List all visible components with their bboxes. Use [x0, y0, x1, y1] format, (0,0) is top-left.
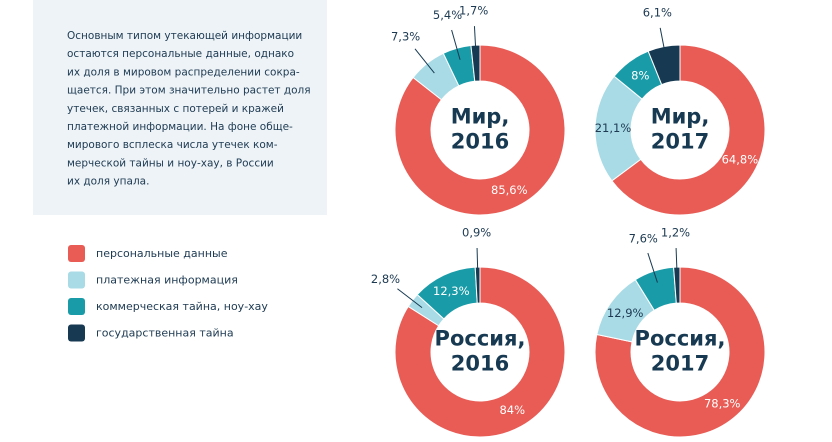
value-label: 85,6%: [491, 183, 528, 197]
value-label: 78,3%: [704, 397, 741, 411]
description-line: мерческой тайны и ноу-хау, в России: [67, 157, 274, 169]
value-label: 84%: [499, 403, 525, 417]
donut-segment: [594, 266, 766, 438]
value-label: 5,4%: [433, 8, 462, 22]
text-panel: [33, 0, 327, 215]
value-label: 1,7%: [459, 4, 488, 18]
donut-segment: [470, 44, 481, 82]
chart-title: Россия, 2017: [635, 327, 726, 376]
donut-segment: [673, 266, 681, 304]
leader-line: [414, 48, 435, 74]
chart-title: Мир, 2017: [651, 105, 710, 154]
legend-label: государственная тайна: [96, 327, 234, 340]
value-label: 8%: [631, 69, 649, 83]
value-label: 21,1%: [595, 121, 632, 135]
leader-line: [473, 26, 477, 58]
description-line: их доля в мировом распределении сокра-: [67, 66, 300, 78]
value-label: 7,6%: [629, 231, 658, 245]
leader-line: [647, 252, 658, 283]
leader-line: [451, 29, 461, 60]
description-line: платежной информации. На фоне обще-: [67, 121, 293, 133]
value-label: 2,8%: [371, 272, 400, 286]
value-label: 12,3%: [433, 284, 470, 298]
description-line: щается. При этом значительно растет доля: [67, 85, 311, 97]
description-line: Основным типом утекающей информации: [67, 30, 302, 42]
legend-swatch: [68, 245, 85, 262]
donut-segment: [394, 44, 566, 216]
legend-swatch: [68, 324, 85, 342]
value-label: 64,8%: [722, 153, 759, 167]
leader-line: [659, 27, 667, 59]
value-label: 12,9%: [607, 306, 644, 320]
legend-label: коммерческая тайна, ноу-хау: [96, 300, 268, 313]
leader-line: [397, 288, 423, 309]
value-label: 6,1%: [643, 6, 672, 20]
leader-line: [675, 248, 678, 280]
leader-line: [476, 248, 479, 280]
description-line: утечек, связанных с потерей и кражей: [67, 103, 284, 115]
description-line: остаются персональные данные, однако: [67, 48, 294, 60]
legend-label: персональные данные: [96, 247, 228, 260]
donut-segment: [647, 44, 681, 86]
value-label: 7,3%: [391, 30, 420, 44]
donut-segment: [611, 44, 766, 216]
description-line: мирового всплеска числа утечек ком-: [67, 139, 278, 151]
chart-title: Россия, 2016: [435, 327, 526, 376]
chart-title: Мир, 2016: [451, 105, 510, 154]
legend-label: платежная информация: [96, 274, 238, 287]
donut-segment: [474, 266, 481, 304]
donut-segment: [394, 266, 566, 438]
legend-swatch: [68, 271, 85, 289]
legend-swatch: [68, 298, 85, 315]
value-label: 1,2%: [661, 226, 690, 240]
value-label: 0,9%: [462, 226, 491, 240]
description-line: их доля упала.: [67, 176, 149, 188]
